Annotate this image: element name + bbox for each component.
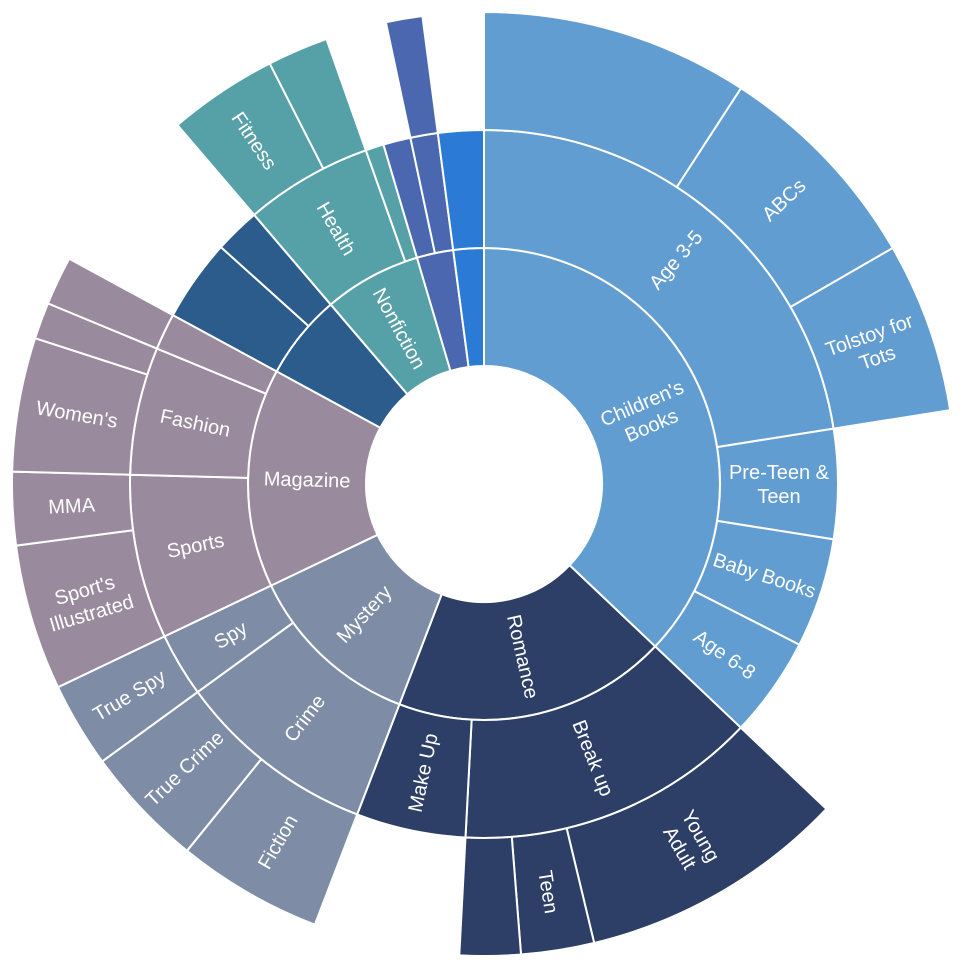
segment-tolstoy-for-tots[interactable] (789, 247, 952, 430)
segment-label-magazine: Magazine (263, 468, 350, 492)
segment-level2-unnamed[interactable] (384, 15, 439, 139)
segment-pre-teen-teen[interactable] (716, 427, 840, 541)
segment-level2-unnamed[interactable] (458, 835, 523, 957)
segment-level1-unnamed[interactable] (436, 129, 485, 252)
segment-label-mma: MMA (48, 494, 96, 518)
segment-label-pre-teen-teen: Pre-Teen & Teen (729, 462, 830, 508)
sunburst-segments (11, 11, 952, 957)
